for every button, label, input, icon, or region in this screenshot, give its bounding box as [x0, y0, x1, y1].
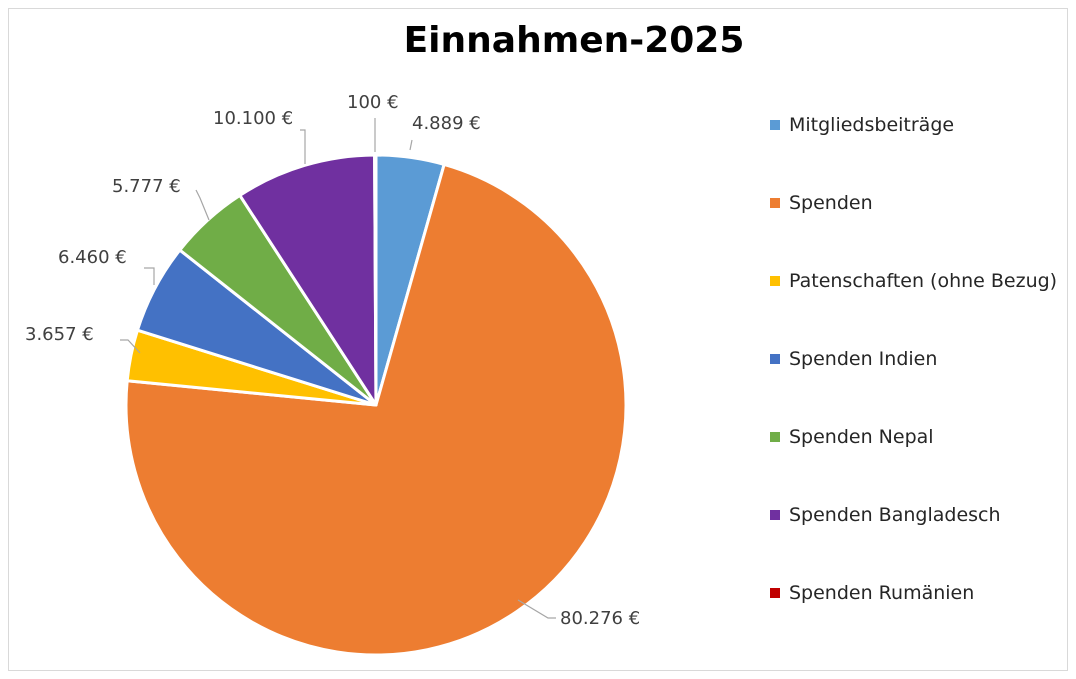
data-label-5: 10.100 € — [213, 108, 293, 129]
legend-label: Spenden Nepal — [789, 426, 934, 448]
leader-line-3 — [144, 267, 155, 285]
legend-swatch — [770, 198, 780, 208]
leader-line-5 — [300, 129, 306, 164]
leader-line-2 — [120, 339, 141, 354]
legend-label: Spenden Indien — [789, 348, 938, 370]
leader-line-0 — [409, 139, 413, 151]
pie-slice-6 — [373, 153, 378, 407]
data-label-0: 4.889 € — [412, 113, 481, 134]
pie-slice-1 — [124, 162, 628, 657]
pie-slice-5 — [238, 153, 378, 407]
data-label-2: 3.657 € — [25, 324, 94, 345]
leader-line-4 — [195, 189, 210, 221]
data-label-6: 100 € — [347, 92, 399, 113]
legend-label: Spenden Rumänien — [789, 582, 975, 604]
legend-swatch — [770, 120, 780, 130]
legend-swatch — [770, 354, 780, 364]
legend-label: Spenden Bangladesch — [789, 504, 1001, 526]
data-label-4: 5.777 € — [112, 176, 181, 197]
legend-swatch — [770, 276, 780, 286]
data-label-1: 80.276 € — [560, 608, 640, 629]
data-label-3: 6.460 € — [58, 247, 127, 268]
legend-label: Mitgliedsbeiträge — [789, 114, 955, 136]
leader-line-1 — [517, 599, 556, 619]
chart-title: Einnahmen-2025 — [403, 20, 745, 61]
legend-swatch — [770, 510, 780, 520]
legend-swatch — [770, 432, 780, 442]
legend-swatch — [770, 588, 780, 598]
legend-label: Patenschaften (ohne Bezug) — [789, 270, 1058, 292]
legend-label: Spenden — [789, 192, 873, 214]
